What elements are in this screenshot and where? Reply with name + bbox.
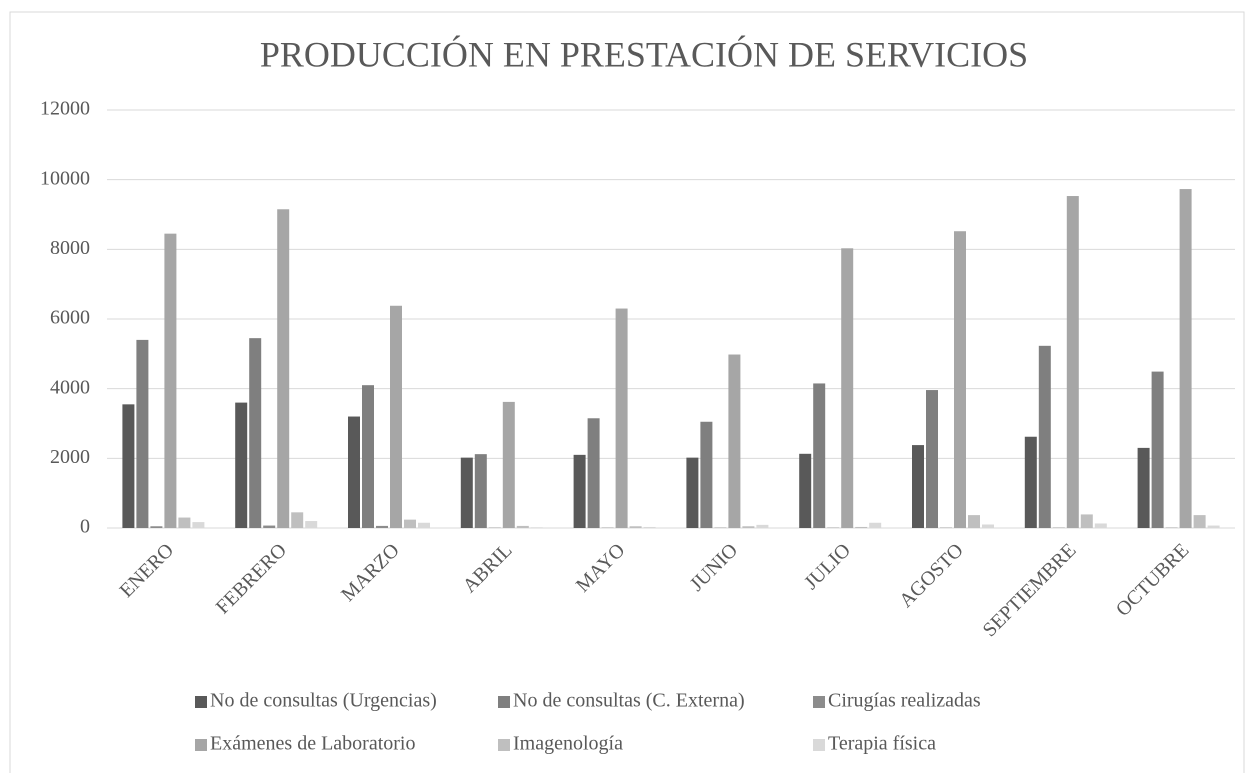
legend-swatch xyxy=(195,739,207,751)
bar xyxy=(150,526,162,528)
bar xyxy=(531,527,543,528)
legend-swatch xyxy=(195,696,207,708)
y-tick-label: 2000 xyxy=(50,446,90,468)
y-tick-label: 8000 xyxy=(50,237,90,259)
bar xyxy=(178,518,190,528)
legend-swatch xyxy=(498,739,510,751)
bar xyxy=(235,403,247,528)
bar xyxy=(418,523,430,528)
bar xyxy=(1081,514,1093,528)
legend-swatch xyxy=(498,696,510,708)
bar xyxy=(968,515,980,528)
y-tick-label: 10000 xyxy=(40,167,90,189)
bar xyxy=(855,527,867,528)
y-tick-label: 6000 xyxy=(50,307,90,329)
chart-title: PRODUCCIÓN EN PRESTACIÓN DE SERVICIOS xyxy=(260,34,1028,74)
bar xyxy=(305,521,317,528)
legend-label: Cirugías realizadas xyxy=(828,690,981,712)
bar xyxy=(348,417,360,528)
bar xyxy=(982,525,994,528)
bar xyxy=(1138,448,1150,528)
legend-label: No de consultas (Urgencias) xyxy=(210,690,437,712)
bar xyxy=(376,526,388,528)
bar xyxy=(841,248,853,528)
bar xyxy=(461,458,473,528)
bar xyxy=(404,520,416,528)
bar xyxy=(644,527,656,528)
legend-label: Terapia física xyxy=(828,733,936,755)
bar xyxy=(954,231,966,528)
legend-label: No de consultas (C. Externa) xyxy=(513,690,745,712)
bar xyxy=(869,523,881,528)
bar xyxy=(263,526,275,528)
bar xyxy=(813,383,825,528)
bar xyxy=(616,309,628,528)
bar xyxy=(742,526,754,528)
bar xyxy=(1194,515,1206,528)
bar xyxy=(164,234,176,528)
bar xyxy=(1067,196,1079,528)
bar xyxy=(249,338,261,528)
bar xyxy=(926,390,938,528)
bar xyxy=(700,422,712,528)
bar xyxy=(630,526,642,528)
legend-label: Imagenología xyxy=(513,733,623,755)
bar xyxy=(475,454,487,528)
bar xyxy=(192,522,204,528)
bar xyxy=(277,209,289,528)
bar xyxy=(686,458,698,528)
bar xyxy=(1208,526,1220,528)
bar xyxy=(362,385,374,528)
bar xyxy=(728,355,740,528)
bar xyxy=(517,526,529,528)
bar xyxy=(912,445,924,528)
bar xyxy=(1180,189,1192,528)
bar xyxy=(588,418,600,528)
bar xyxy=(1152,372,1164,528)
y-tick-label: 4000 xyxy=(50,376,90,398)
legend-label: Exámenes de Laboratorio xyxy=(210,733,415,755)
bar xyxy=(574,455,586,528)
legend-swatch xyxy=(813,696,825,708)
bar xyxy=(291,512,303,528)
bar xyxy=(503,402,515,528)
bar xyxy=(756,525,768,528)
y-tick-label: 0 xyxy=(80,516,90,538)
bar xyxy=(1025,437,1037,528)
legend-swatch xyxy=(813,739,825,751)
bar xyxy=(122,404,134,528)
bar xyxy=(390,306,402,528)
y-tick-label: 12000 xyxy=(40,98,90,120)
bar xyxy=(1095,523,1107,528)
bar xyxy=(136,340,148,528)
bar xyxy=(1039,346,1051,528)
bar xyxy=(799,454,811,528)
